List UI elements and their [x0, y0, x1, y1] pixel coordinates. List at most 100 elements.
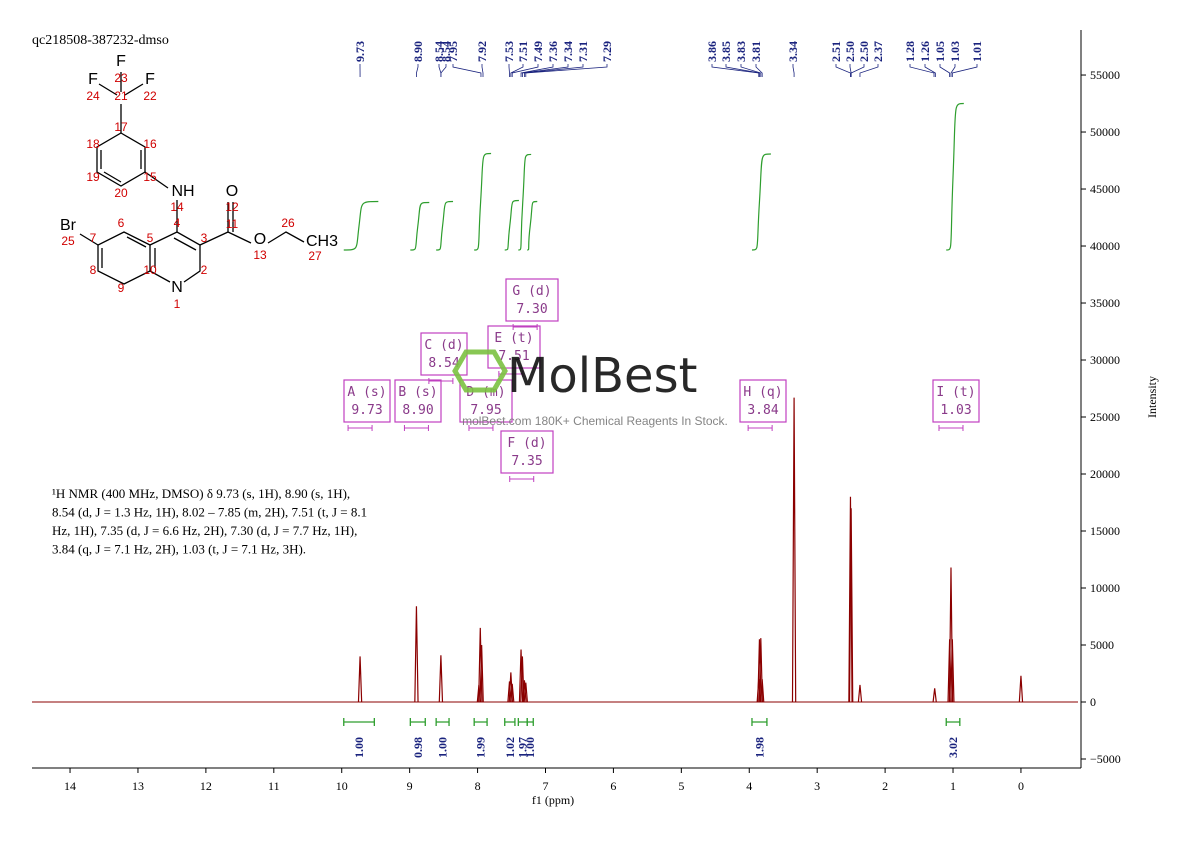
y-tick-label: 35000 — [1090, 296, 1120, 310]
peak-label-leader — [440, 64, 447, 77]
peak-label: 7.53 — [502, 41, 516, 62]
peak — [414, 606, 419, 703]
peak-label: 3.34 — [786, 41, 800, 62]
y-tick-label: 15000 — [1090, 524, 1120, 538]
atom-number: 5 — [147, 231, 154, 245]
y-tick-label: 30000 — [1090, 353, 1120, 367]
peak-label: 3.81 — [749, 41, 763, 62]
integral-label: 1.00 — [523, 737, 537, 758]
atom-number: 7 — [90, 231, 97, 245]
atom-label: F — [145, 71, 155, 88]
peak-label-leader — [950, 64, 956, 77]
x-tick-label: 9 — [407, 779, 413, 793]
multiplet-shift: 8.90 — [402, 403, 433, 418]
multiplet-box — [505, 278, 559, 322]
x-tick-label: 3 — [814, 779, 820, 793]
peak-label-leader — [510, 64, 524, 77]
multiplet-label: H (q) — [743, 385, 782, 400]
atom-number: 16 — [143, 137, 157, 151]
peak — [791, 397, 797, 703]
multiplet-range — [468, 425, 494, 431]
y-tick-label: 40000 — [1090, 239, 1120, 253]
peak-label: 8.54 — [439, 41, 453, 62]
integral-curve — [410, 201, 430, 251]
integral-bracket — [435, 718, 450, 726]
multiplet-box — [932, 379, 980, 423]
peak-label: 3.83 — [734, 41, 748, 62]
integral-curve — [504, 199, 519, 251]
multiplet-label: F (d) — [507, 436, 546, 451]
cf3-bonds — [98, 72, 144, 133]
x-tick-label: 7 — [542, 779, 548, 793]
integral-curve — [474, 152, 492, 251]
peak-label-leader — [951, 64, 978, 77]
peak-label-leader — [521, 64, 569, 77]
x-tick-label: 14 — [64, 779, 76, 793]
x-tick-label: 5 — [678, 779, 684, 793]
x-tick-label: 8 — [475, 779, 481, 793]
integral-curve — [527, 200, 538, 251]
multiplet-shift: 1.03 — [940, 403, 971, 418]
peak-label: 7.49 — [531, 41, 545, 62]
integral-bracket — [945, 718, 961, 726]
peak — [478, 627, 483, 703]
multiplet-shift: 7.30 — [516, 302, 547, 317]
br-bond — [79, 233, 99, 246]
y-axis-title: Intensity — [1145, 376, 1159, 418]
atom-label: O — [254, 231, 266, 248]
integral-label: 1.02 — [503, 737, 517, 758]
y-tick-label: 55000 — [1090, 68, 1120, 82]
multiplet-range — [347, 425, 373, 431]
y-tick-label: 45000 — [1090, 182, 1120, 196]
integral-label: 0.98 — [411, 737, 425, 758]
peak-label: 7.92 — [475, 41, 489, 62]
integral-bracket — [473, 718, 488, 726]
ester-bonds — [199, 202, 305, 246]
peak-label-leader — [924, 64, 936, 77]
peak — [848, 496, 853, 703]
x-tick-label: 2 — [882, 779, 888, 793]
atom-label: CH3 — [306, 233, 338, 250]
y-tick-label: −5000 — [1090, 752, 1121, 766]
multiplet-box — [500, 430, 554, 474]
atom-number: 18 — [86, 137, 100, 151]
peak — [438, 655, 444, 703]
multiplet-label: B (s) — [398, 385, 437, 400]
multiplet-range — [403, 425, 429, 431]
peak — [510, 683, 515, 703]
peak-label: 3.85 — [719, 41, 733, 62]
atom-label: NH — [171, 183, 194, 200]
description: ¹H NMR (400 MHz, DMSO) δ 9.73 (s, 1H), 8… — [52, 486, 367, 557]
multiplet-shift: 7.51 — [498, 349, 529, 364]
atom-number: 12 — [225, 200, 239, 214]
atom-number: 15 — [143, 170, 157, 184]
atom-number: 8 — [90, 263, 97, 277]
integral-label: 1.00 — [436, 737, 450, 758]
peak-label-leader — [416, 64, 419, 77]
atom-number: 1 — [174, 297, 181, 311]
peak — [523, 682, 528, 703]
multiplet-shift: 7.95 — [470, 403, 501, 418]
multiplet-box — [739, 379, 787, 423]
integral-curve — [436, 200, 454, 251]
integral-bracket — [343, 718, 375, 726]
integral-label: 1.97 — [516, 737, 530, 758]
multiplet-range — [509, 476, 535, 482]
peak-label-leader — [511, 64, 539, 77]
peak-label-leader — [835, 64, 851, 77]
multiplet-label: A (s) — [347, 385, 386, 400]
peak-label-leader — [792, 64, 795, 77]
description-line: Hz, 1H), 7.35 (d, J = 6.6 Hz, 2H), 7.30 … — [52, 523, 357, 538]
multiplet-shift: 7.35 — [511, 454, 542, 469]
atom-number: 21 — [114, 89, 128, 103]
peak-label: 1.26 — [918, 41, 932, 62]
atom-number: 14 — [170, 200, 184, 214]
peak-label: 7.29 — [600, 41, 614, 62]
peak-label: 7.95 — [446, 41, 460, 62]
integral-bracket — [409, 718, 426, 726]
atom-label: F — [88, 71, 98, 88]
atom-number: 20 — [114, 186, 128, 200]
multiplet-box — [487, 325, 541, 369]
